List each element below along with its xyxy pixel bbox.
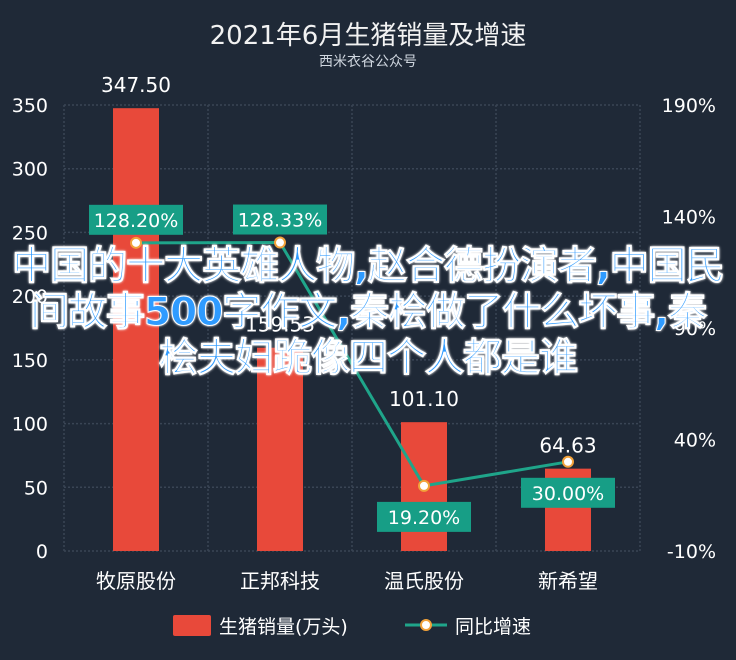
growth-value-label: 128.33%: [238, 210, 323, 232]
chart-subtitle: 西米衣谷公众号: [319, 54, 417, 70]
left-tick-label: 250: [12, 222, 48, 244]
legend-line-label: 同比增速: [455, 616, 531, 638]
left-tick-label: 350: [12, 95, 48, 117]
right-tick-label: 190%: [662, 95, 716, 117]
left-tick-label: 300: [12, 159, 48, 181]
right-tick-label: 90%: [674, 318, 716, 340]
category-label: 温氏股份: [384, 569, 464, 593]
bars: [113, 108, 591, 551]
right-tick-label: 140%: [662, 207, 716, 229]
left-tick-label: 150: [12, 350, 48, 372]
legend: 生猪销量(万头) 同比增速: [173, 615, 531, 638]
growth-value-label: 128.20%: [94, 210, 179, 232]
growth-label-box: [377, 501, 471, 532]
left-tick-label: 200: [12, 286, 48, 308]
line-series: 128.20% 128.33% 19.20% 30.00%: [89, 204, 615, 532]
bar-value-label: 101.10: [389, 387, 459, 411]
growth-point: [274, 236, 286, 249]
bar-value-label: 159.53: [245, 313, 315, 337]
growth-point: [130, 236, 142, 249]
left-tick-label: 50: [24, 477, 48, 499]
category-axis: 牧原股份 正邦科技 温氏股份 新希望: [96, 569, 598, 593]
growth-value-label: 19.20%: [388, 507, 460, 529]
bar: [113, 108, 159, 551]
category-label: 新希望: [538, 569, 598, 593]
left-axis: 0 50 100 150 200 250 300 350: [12, 95, 48, 563]
legend-bar-swatch: [173, 615, 211, 636]
legend-item-line[interactable]: 同比增速: [405, 616, 531, 638]
bar-labels: 347.50 159.53 101.10 64.63: [101, 73, 597, 457]
right-axis: -10% 40% 90% 140% 190%: [662, 95, 716, 563]
growth-point: [418, 479, 430, 492]
bar-value-label: 64.63: [539, 434, 596, 458]
left-tick-label: 100: [12, 414, 48, 436]
growth-label-box: [233, 204, 327, 235]
growth-line: [135, 241, 569, 488]
right-tick-label: -10%: [667, 541, 716, 563]
growth-point: [562, 455, 574, 468]
chart-title: 2021年6月生猪销量及增速: [210, 21, 527, 51]
right-tick-label: 40%: [674, 430, 716, 452]
category-label: 正邦科技: [240, 569, 320, 593]
legend-bar-label: 生猪销量(万头): [219, 616, 348, 638]
growth-label-box: [521, 477, 615, 508]
legend-item-bar[interactable]: 生猪销量(万头): [173, 615, 348, 638]
growth-label-box: [89, 204, 183, 235]
legend-line-marker: [420, 619, 432, 631]
bar-value-label: 347.50: [101, 73, 171, 97]
bar: [257, 347, 303, 551]
category-label: 牧原股份: [96, 569, 176, 593]
left-tick-label: 0: [36, 541, 48, 563]
growth-value-label: 30.00%: [532, 483, 604, 505]
